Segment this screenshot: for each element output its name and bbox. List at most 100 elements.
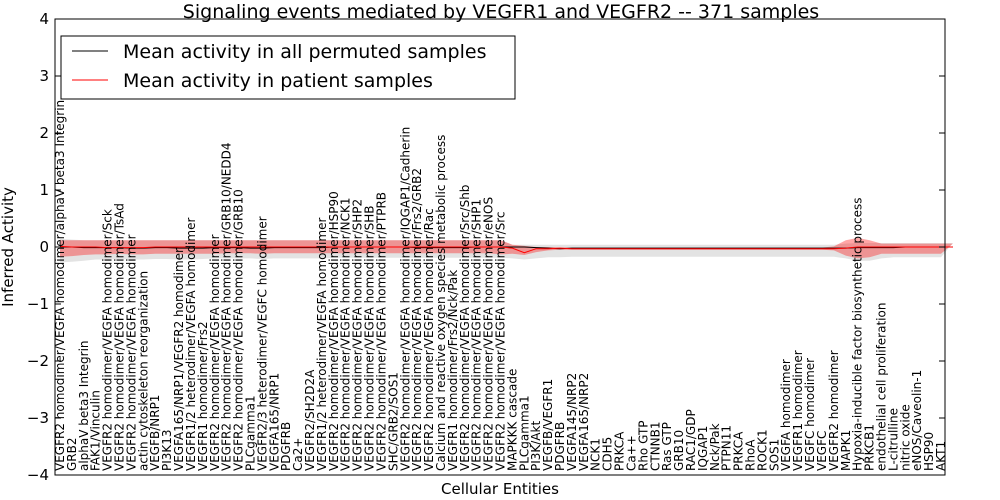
spread-bands	[60, 237, 953, 263]
entity-label: SOS1	[767, 439, 781, 471]
entity-label: VEGFR2 homodimer/VEGFA homodimer/HSP90	[327, 191, 341, 471]
entity-label: VEGFR2 homodimer/VEGFA homodimer/GRB10	[232, 189, 246, 471]
y-axis-label: Inferred Activity	[0, 187, 17, 307]
entity-label: VEGFA145/NRP2	[565, 373, 579, 471]
y-tick-label: −3	[27, 409, 49, 427]
entity-label: VEGFR2 homodimer/VEGFA homodimer/IQGAP1/…	[398, 127, 412, 471]
y-tick-label: −4	[27, 466, 49, 484]
entity-label: eNOS/Caveolin-1	[910, 370, 924, 471]
entity-label: alphaV beta3 Integrin	[77, 340, 91, 471]
entity-label: VEGFR2 homodimer/VEGFA homodimer/TsAd	[113, 203, 127, 471]
band-patient	[60, 237, 953, 259]
y-tick-label: −2	[27, 352, 49, 370]
entity-label: PDGFRB	[279, 422, 293, 471]
entity-label: VEGFA165/NRP1	[267, 373, 281, 471]
entity-label: NCK1	[589, 438, 603, 471]
entity-label: SHC/GRB2/SOS1	[386, 372, 400, 471]
entity-label: VEGFR2 homodimer/VEGFA homodimer/GRB10/N…	[220, 142, 234, 471]
entity-label: VEGFR2 homodimer/VEGFA homodimer/Rac	[422, 208, 436, 471]
entity-label: VEGFB/VEGFR1	[541, 379, 555, 471]
chart-title: Signaling events mediated by VEGFR1 and …	[183, 1, 819, 23]
entity-label: VEGFR2 homodimer/VEGFA homodimer/Sck	[101, 209, 115, 471]
entity-label: CDH5	[601, 437, 615, 471]
entity-label: VEGFR2 homodimer/VEGFA homodimer	[124, 234, 138, 471]
entity-label: VEGFR2 homodimer/VEGFA homodimer/SHB	[363, 205, 377, 471]
entity-label: VEGFR2 homodimer/VEGFA homodimer/Frs2/GR…	[410, 168, 424, 471]
entity-label: Hypoxia-inducible factor biosynthetic pr…	[851, 197, 865, 471]
entity-label: VEGFR1 homodimer/Frs2/Nck/Pak	[446, 270, 460, 471]
entity-label: VEGFR2 homodimer	[827, 350, 841, 471]
entity-label: VEGFR2 homodimer/VEGFA homodimer/SHP1	[470, 199, 484, 471]
entity-label: VEGFB/NRP1	[148, 395, 162, 471]
entity-label: VEGFR2 homodimer/VEGFA homodimer/NCK1	[339, 197, 353, 471]
entity-label: actin cytoskeleton reorganization	[136, 271, 150, 471]
entity-label: CTNNB1	[648, 421, 662, 471]
entity-label: GRB10	[672, 430, 686, 471]
y-tick-label: 1	[39, 181, 49, 199]
band-permuted	[60, 239, 953, 263]
entity-label: Calcium and reactive oxygen species meta…	[434, 135, 448, 471]
entity-label: FAK1/Vinculin	[89, 390, 103, 471]
entity-label: Nck/Pak	[708, 423, 722, 471]
entity-label: Rho GTP	[636, 420, 650, 471]
entity-label: ROCK1	[755, 429, 769, 471]
entity-label: VEGFR2 homodimer/VEGFA homodimer/alphaV …	[53, 100, 67, 471]
y-tick-label: −1	[27, 295, 49, 313]
entity-label: VEGFR2/3 heterodimer/VEGFC homodimer	[255, 216, 269, 471]
entity-label: PRKCA	[732, 431, 746, 471]
y-axis: −4 −3 −2 −1 0 1 2 3 4	[27, 10, 945, 484]
entity-label: AKT1	[934, 441, 948, 471]
legend-box	[60, 35, 516, 100]
entity-label: VEGFA165/NRP1/VEGFR2 homodimer	[172, 248, 186, 471]
entity-label: PDGFRB	[553, 422, 567, 471]
entity-label: Ca2+	[291, 438, 305, 471]
entity-label: VEGFR1 homodimer/Frs2	[196, 321, 210, 471]
entity-label: VEGFR2 homodimer/VEGFA homodimer/Src	[494, 211, 508, 471]
entity-label: VEGFA homodimer	[779, 359, 793, 471]
entity-label: VEGFC	[815, 431, 829, 471]
entity-label: VEGFR2 homodimer/VEGFA homodimer/SHP2	[351, 199, 365, 471]
entity-label: PI3K13	[160, 429, 174, 471]
entity-label: PLCgamma1	[517, 395, 531, 471]
entity-label: VEGFR2 homodimer/VEGFA homodimer/PTPRB	[374, 192, 388, 471]
entity-labels: VEGFR2 homodimer/VEGFA homodimer/alphaV …	[53, 100, 948, 471]
entity-label: VEGFR1/2 heterodimer/VEGFA homodimer	[184, 218, 198, 471]
entity-label: nitric oxide	[898, 404, 912, 471]
entity-label: MAPKKK cascade	[505, 369, 519, 471]
entity-label: IQGAP1	[696, 426, 710, 471]
entity-label: Ras GTP	[660, 422, 674, 471]
line-patient	[59, 245, 953, 254]
line-permuted	[60, 246, 953, 250]
legend-label-permuted: Mean activity in all permuted samples	[123, 41, 486, 63]
entity-label: RhoA	[744, 439, 758, 471]
entity-label: VEGFC homodimer	[803, 358, 817, 471]
entity-label: PRKCB1	[863, 424, 877, 471]
entity-label: Ca++	[625, 435, 639, 471]
entity-label: PLCgamma1	[244, 395, 258, 471]
entity-label: PRKCA	[613, 431, 627, 471]
entity-label: endothelial cell proliferation	[875, 303, 889, 471]
entity-label: GRB2	[65, 437, 79, 471]
legend: Mean activity in all permuted samples Me…	[60, 35, 516, 100]
entity-label: VEGFR1 homodimer	[791, 350, 805, 471]
y-tick-label: 2	[39, 124, 49, 142]
y-tick-label: 4	[39, 10, 49, 28]
entity-label: PI3K/Akt	[529, 421, 543, 471]
entity-label: VEGFR2 homodimer/VEGFA homodimer	[208, 234, 222, 471]
entity-label: RAC1/GDP	[684, 409, 698, 471]
entity-label: HSP90	[922, 432, 936, 471]
x-axis-label: Cellular Entities	[441, 480, 559, 498]
entity-label: PTPN11	[720, 425, 734, 471]
entity-label: L-citrulline	[886, 408, 900, 471]
entity-label: VEGFA165/NRP2	[577, 373, 591, 471]
legend-label-patient: Mean activity in patient samples	[123, 70, 433, 92]
entity-label: VEGFR2 homodimer/VEGFA homodimer/eNOS	[482, 197, 496, 471]
series-lines	[59, 245, 953, 254]
entity-label: MAPK1	[839, 430, 853, 471]
y-tick-label: 3	[39, 67, 49, 85]
entity-label: VEGFR2 homodimer/VEGFA homodimer/Src/Shb	[458, 185, 472, 471]
entity-label: VEGFR1/2 heterodimer/VEGFA homodimer	[315, 218, 329, 471]
entity-label: VEGFR2/SH2D2A	[303, 369, 317, 471]
y-tick-label: 0	[39, 238, 49, 256]
